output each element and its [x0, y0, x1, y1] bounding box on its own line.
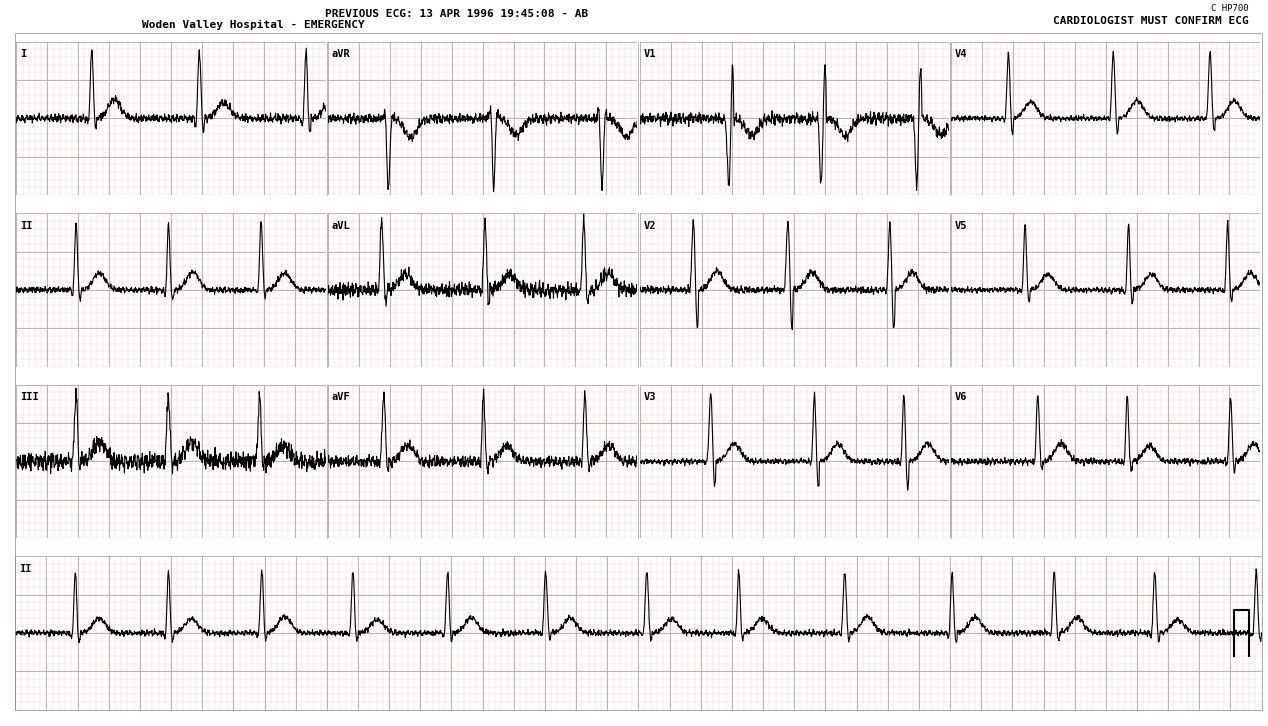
Text: C HP700: C HP700: [1211, 4, 1249, 12]
Text: aVR: aVR: [332, 49, 350, 60]
Text: II: II: [20, 221, 33, 231]
Text: V4: V4: [955, 49, 967, 60]
Text: CARDIOLOGIST MUST CONFIRM ECG: CARDIOLOGIST MUST CONFIRM ECG: [1054, 16, 1249, 26]
Text: aVF: aVF: [332, 393, 350, 402]
Text: I: I: [20, 49, 27, 60]
Text: V5: V5: [955, 221, 967, 231]
Text: III: III: [20, 393, 39, 402]
Text: aVL: aVL: [332, 221, 350, 231]
Text: II: II: [19, 564, 32, 574]
Text: PREVIOUS ECG: 13 APR 1996 19:45:08 - AB: PREVIOUS ECG: 13 APR 1996 19:45:08 - AB: [325, 9, 588, 19]
Text: V3: V3: [643, 393, 656, 402]
Text: V6: V6: [955, 393, 967, 402]
Text: Woden Valley Hospital - EMERGENCY: Woden Valley Hospital - EMERGENCY: [142, 20, 365, 30]
Text: V2: V2: [643, 221, 656, 231]
Text: V1: V1: [643, 49, 656, 60]
